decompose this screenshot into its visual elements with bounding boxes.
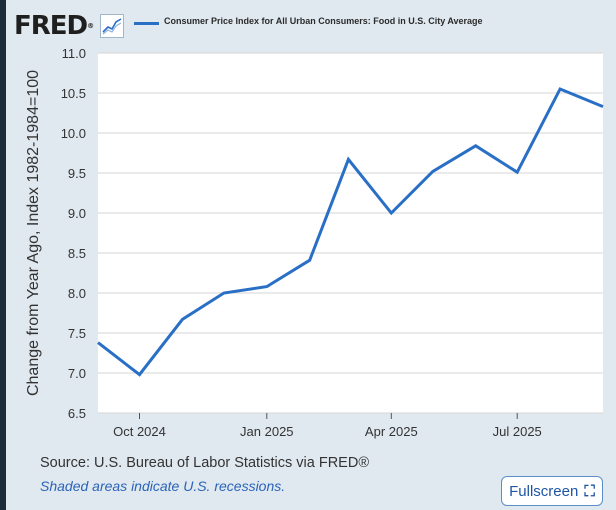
x-tick-label: Oct 2024: [113, 424, 166, 439]
y-tick-label: 6.5: [68, 406, 86, 421]
x-tick-label: Apr 2025: [365, 424, 418, 439]
recession-note: Shaded areas indicate U.S. recessions.: [40, 478, 286, 494]
x-tick-label: Jul 2025: [493, 424, 542, 439]
source-text: Source: U.S. Bureau of Labor Statistics …: [40, 455, 370, 471]
y-tick-label: 9.0: [68, 206, 86, 221]
y-tick-label: 7.5: [68, 326, 86, 341]
fred-logo-text: FRED: [14, 11, 88, 41]
y-tick-label: 8.5: [68, 246, 86, 261]
legend-swatch: [134, 22, 159, 25]
fred-logo[interactable]: FRED®: [14, 12, 94, 40]
plot-area: [98, 53, 603, 413]
fred-graph-icon: [100, 14, 124, 38]
legend-label: Consumer Price Index for All Urban Consu…: [164, 16, 483, 26]
y-tick-label: 9.5: [68, 166, 86, 181]
y-tick-label: 10.0: [61, 126, 86, 141]
fullscreen-label: Fullscreen: [509, 482, 579, 500]
y-tick-label: 8.0: [68, 286, 86, 301]
x-tick-label: Jan 2025: [240, 424, 294, 439]
y-tick-label: 10.5: [61, 86, 86, 101]
y-axis-label: Change from Year Ago, Index 1982-1984=10…: [25, 70, 42, 396]
fullscreen-button[interactable]: Fullscreen ⛶: [501, 476, 603, 506]
fullscreen-corners-icon: ⛶: [584, 482, 595, 500]
y-tick-label: 7.0: [68, 366, 86, 381]
y-tick-label: 11.0: [62, 46, 86, 61]
fred-logo-reg: ®: [87, 22, 95, 30]
line-chart: 6.5 7.0 7.5 8.0 8.5 9.0 9.5 10.0 10.5 11.0 Oct 20…: [25, 46, 604, 439]
